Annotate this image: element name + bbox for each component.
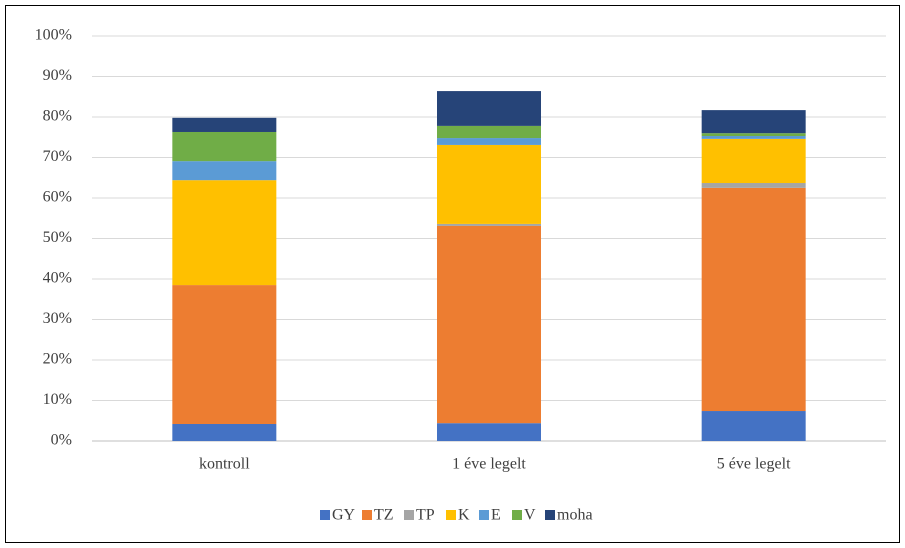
bar-segment: [437, 138, 541, 145]
y-tick-label: 80%: [43, 108, 72, 125]
legend-swatch: [320, 510, 330, 520]
bar-segment: [172, 285, 277, 424]
legend-label: V: [524, 507, 536, 524]
bar-segment: [437, 144, 541, 224]
bar-segment: [437, 125, 541, 139]
bar-segment: [437, 91, 541, 126]
legend-label: moha: [557, 507, 593, 524]
bar-segment: [172, 423, 277, 441]
legend-swatch: [512, 510, 522, 520]
bar-segment: [701, 187, 806, 412]
legend-swatch: [479, 510, 489, 520]
bar-segment: [172, 180, 277, 286]
bar-segment: [701, 138, 806, 184]
legend-swatch: [404, 510, 414, 520]
bar-segment: [172, 161, 277, 181]
bar-segment: [701, 411, 806, 441]
legend-label: K: [458, 507, 470, 524]
y-tick-label: 100%: [35, 27, 72, 44]
legend-label: E: [491, 507, 501, 524]
bar-segment: [701, 133, 806, 137]
bar-segment: [701, 110, 806, 134]
legend-swatch: [545, 510, 555, 520]
bar-segment: [172, 131, 277, 162]
legend-label: GY: [332, 507, 356, 524]
y-tick-label: 10%: [43, 391, 72, 408]
y-tick-label: 40%: [43, 270, 72, 287]
bar-segment: [437, 225, 541, 424]
bar-segment: [437, 423, 541, 441]
y-tick-label: 0%: [51, 432, 72, 449]
y-tick-label: 90%: [43, 67, 72, 84]
legend-swatch: [362, 510, 372, 520]
x-tick-label: 5 éve legelt: [717, 456, 791, 473]
y-tick-label: 60%: [43, 189, 72, 206]
legend-label: TP: [416, 507, 435, 524]
legend-swatch: [446, 510, 456, 520]
y-tick-label: 30%: [43, 310, 72, 327]
bar-segment: [701, 136, 806, 139]
bar-segment: [437, 223, 541, 226]
x-tick-label: kontroll: [199, 456, 250, 473]
bar-segment: [172, 117, 277, 132]
legend-label: TZ: [374, 507, 394, 524]
y-tick-label: 50%: [43, 229, 72, 246]
bar-segment: [701, 183, 806, 188]
y-tick-label: 70%: [43, 148, 72, 165]
x-tick-label: 1 éve legelt: [452, 456, 526, 473]
y-tick-label: 20%: [43, 351, 72, 368]
